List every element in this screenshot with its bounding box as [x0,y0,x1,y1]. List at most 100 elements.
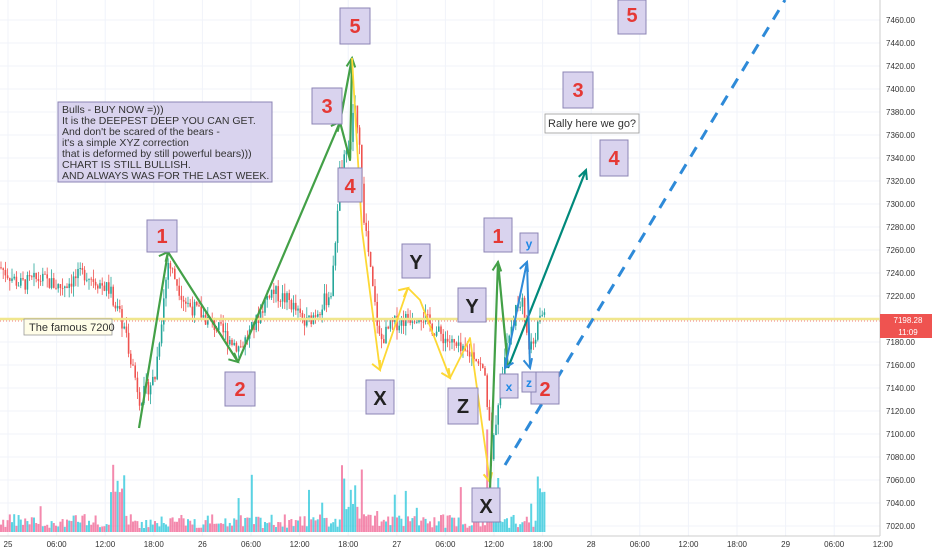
time-axis[interactable] [0,535,932,550]
volume-bar [281,526,284,532]
candle-body [352,112,354,142]
volume-bar [299,516,302,532]
correction-arrow [398,286,410,298]
candle-body [306,317,308,326]
volume-bar [378,525,381,532]
price-axis[interactable] [879,0,932,536]
candle-body [81,268,84,270]
price-tick-label: 7340.00 [886,154,915,163]
volume-bar [173,521,176,532]
candle-body [281,293,284,302]
volume-bar [492,515,495,532]
candle-body [519,306,521,309]
volume-bar [6,520,9,532]
time-tick-label: 06:00 [824,540,845,549]
volume-bar [182,518,185,532]
candle-body [292,302,295,310]
volume-bar [211,514,214,532]
price-tick-label: 7060.00 [886,476,915,485]
candle-body [237,346,240,352]
volume-bar [532,526,535,532]
volume-bar [455,526,458,532]
volume-bar [358,518,361,532]
candle-body [244,337,246,348]
candle-body [308,315,310,318]
volume-bar [94,515,97,532]
candle-body [398,325,400,331]
candle-body [147,382,150,395]
candle-body [160,324,163,344]
time-tick-label: 18:00 [533,540,554,549]
volume-bar [92,522,95,532]
candle-body [363,183,365,223]
volume-bar [237,498,240,532]
volume-bar [396,517,398,532]
candle-body [178,285,180,296]
volume-bar [30,517,33,532]
volume-bar [321,502,324,532]
candle-body [510,326,513,336]
candle-body [442,333,444,344]
volume-bar [264,521,266,532]
volume-bar [239,515,242,532]
candle-body [83,269,86,281]
volume-bar [118,492,121,532]
volume-bar [479,526,482,532]
small-label-y: y [526,237,533,251]
volume-bar [376,511,379,532]
volume-bar [156,523,159,532]
volume-bar [235,519,238,532]
price-tick-label: 7260.00 [886,246,915,255]
candle-body [198,305,200,307]
rally-callout[interactable]: Rally here we go? [544,113,640,134]
famous-7200-label[interactable]: The famous 7200 [23,318,115,336]
volume-bar [99,527,101,532]
candle-body [259,311,262,324]
volume-bar [363,514,365,532]
candle-body [526,321,528,333]
volume-bar [286,527,288,532]
volume-bar [4,526,7,532]
wave-label-1b: 1 [492,226,503,248]
candle-body [196,301,198,306]
time-tick-label: 26 [198,540,207,549]
candle-body [273,289,275,294]
volume-bar [503,519,506,532]
time-tick-label: 06:00 [47,540,68,549]
volume-bar [523,521,526,532]
volume-bar [167,526,170,532]
volume-bar [213,523,216,532]
price-tick-label: 7100.00 [886,430,915,439]
candle-body [479,363,482,365]
candle-body [165,279,167,299]
volume-bar [112,464,115,532]
annotation-box[interactable]: Bulls - BUY NOW =))) It is the DEEPEST D… [57,101,273,183]
candle-body [154,376,156,380]
price-tick-label: 7300.00 [886,200,915,209]
candle-body [400,318,403,326]
volume-bar [151,524,154,532]
volume-bar [446,515,449,532]
annotation-line: AND ALWAYS WAS FOR THE LAST WEEK. [62,170,269,182]
volume-bar [250,474,253,532]
candle-body [453,339,455,343]
candle-body [46,274,48,279]
candle-body [376,301,378,326]
volume-bar [279,522,282,532]
candle-body [277,286,279,302]
candle-body [543,312,546,315]
annotation-line: It is the DEEPEST DEEP YOU CAN GET. [62,115,256,127]
volume-bar [426,523,429,532]
candle-body [6,275,9,279]
candle-body [486,375,488,407]
wave-label-5b: 5 [626,5,637,27]
candle-body [92,279,95,282]
volume-bar [341,465,343,532]
wave-label-4: 4 [344,176,356,198]
candle-body [466,350,469,352]
candle-body [187,302,189,304]
volume-bar [189,520,192,532]
volume-bar [288,520,291,532]
